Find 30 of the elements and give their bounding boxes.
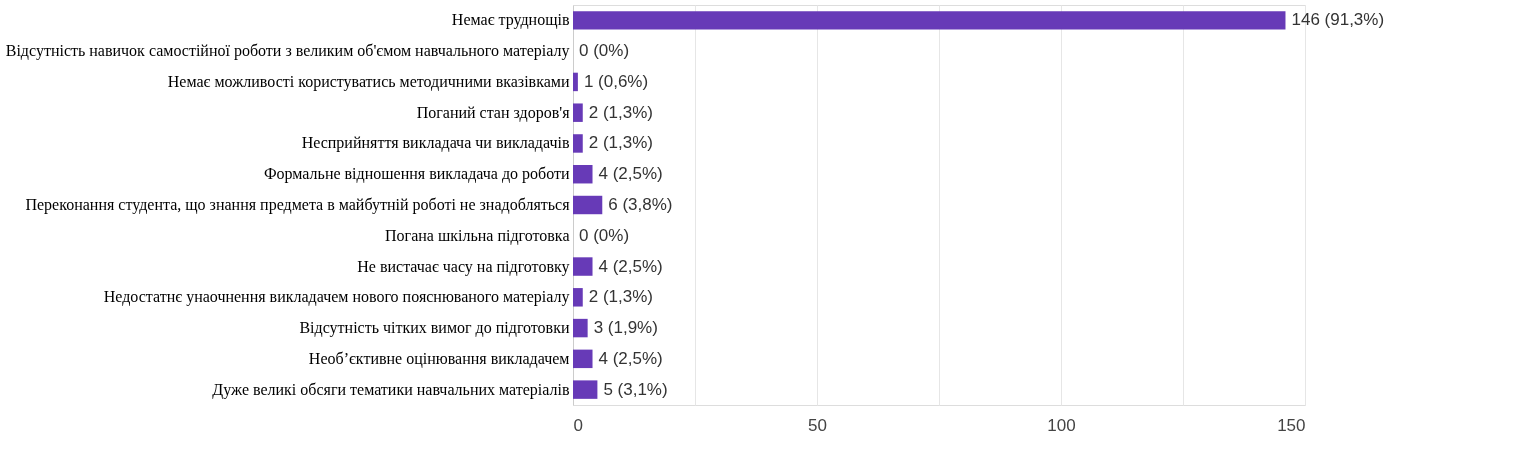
y-tick-label: Несприйняття викладача чи викладачів — [301, 134, 570, 153]
x-tick-label: 100 — [1047, 415, 1076, 435]
data-label: 5 (3,1%) — [603, 379, 668, 399]
data-label: 6 (3,8%) — [608, 195, 673, 214]
x-tick-label: 0 — [573, 415, 583, 435]
y-tick-label: Дуже великі обсяги тематики навчальних матеріалів — [212, 380, 570, 399]
y-tick-label: Немає можливості користуватись методичними вказівками — [167, 72, 570, 91]
y-tick-label: Необ’єктивне оцінювання викладачем — [308, 349, 570, 368]
data-label: 4 (2,5%) — [598, 164, 663, 184]
y-tick-label: Поганий стан здоров'я — [416, 103, 571, 122]
data-label: 0 (0%) — [579, 225, 630, 245]
data-label: 2 (1,3%) — [588, 287, 654, 307]
y-tick-label: Формальне відношення викладача до роботи — [263, 165, 570, 184]
data-label: 4 (2,5%) — [598, 256, 663, 276]
y-tick-label: Відсутність навичок самостійної роботи з великим об'ємом навчального матеріалу — [5, 42, 570, 61]
x-tick-label: 50 — [808, 415, 827, 435]
data-label: 3 (1,9%) — [593, 318, 658, 338]
y-tick-label: Переконання студента, що знання предмета в майбутній роботі не знадобляться — [25, 196, 571, 214]
data-label: 4 (2,5%) — [598, 348, 663, 368]
x-tick-label: 150 — [1277, 415, 1306, 435]
data-label: 1 (0,6%) — [583, 71, 649, 91]
y-tick-label: Немає труднощів — [451, 11, 570, 30]
data-label: 2 (1,3%) — [588, 133, 654, 153]
y-tick-label: Не вистачає часу на підготовку — [357, 257, 570, 276]
y-tick-label: Недостатнє унаочнення викладачем нового пояснюваного матеріалу — [103, 288, 570, 307]
data-label: 0 (0%) — [579, 41, 630, 61]
y-tick-label: Відсутність чітких вимог до підготовки — [299, 319, 570, 338]
data-label: 2 (1,3%) — [588, 102, 654, 122]
data-label: 146 (91,3%) — [1291, 10, 1385, 30]
y-tick-label: Погана шкільна підготовка — [385, 226, 570, 245]
